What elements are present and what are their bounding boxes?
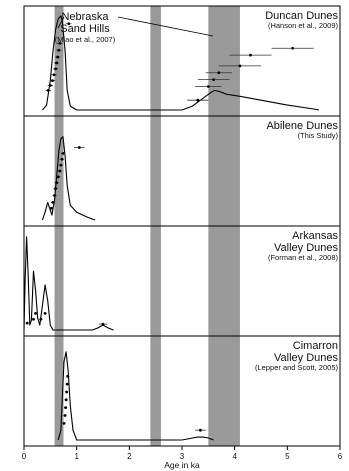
age-point bbox=[32, 317, 35, 321]
age-point bbox=[25, 321, 29, 325]
age-point bbox=[61, 151, 65, 155]
age-points bbox=[25, 22, 314, 432]
age-point bbox=[54, 67, 57, 71]
age-point bbox=[249, 53, 252, 57]
age-point bbox=[101, 322, 105, 326]
density-curve-panel-2 bbox=[41, 136, 96, 221]
density-curve-panel-3 bbox=[23, 236, 114, 331]
x-tick-label: 2 bbox=[127, 452, 132, 461]
panel-citation: (This Study) bbox=[298, 131, 339, 140]
age-point bbox=[49, 206, 53, 210]
x-tick-label: 3 bbox=[180, 452, 185, 461]
panel-title-line: Arkansas bbox=[292, 230, 338, 242]
age-point bbox=[46, 89, 50, 92]
age-point bbox=[43, 311, 47, 315]
x-tick-label: 5 bbox=[285, 452, 290, 461]
x-tick-label: 0 bbox=[22, 452, 27, 461]
age-point bbox=[57, 48, 61, 52]
age-point bbox=[199, 428, 202, 432]
density-curves bbox=[23, 15, 320, 441]
age-point bbox=[56, 175, 60, 179]
age-point bbox=[51, 200, 55, 204]
panel-citation: (Lepper and Scott, 2005) bbox=[255, 363, 338, 372]
age-point bbox=[206, 85, 210, 88]
age-point bbox=[63, 414, 67, 417]
age-point bbox=[56, 55, 60, 59]
panel-title-line: Valley Dunes bbox=[274, 352, 338, 364]
age-point bbox=[217, 71, 221, 75]
age-point bbox=[238, 64, 242, 68]
panel-citation: (Hanson et al., 2009) bbox=[268, 21, 339, 30]
age-point bbox=[60, 157, 64, 161]
callout-leader-1 bbox=[57, 16, 65, 29]
age-point bbox=[51, 79, 54, 82]
x-tick-label: 1 bbox=[74, 452, 79, 461]
age-point bbox=[52, 73, 56, 77]
age-point bbox=[67, 22, 71, 26]
age-point bbox=[58, 169, 62, 173]
age-point bbox=[65, 382, 69, 386]
age-point bbox=[55, 61, 59, 65]
age-point bbox=[65, 390, 69, 394]
age-point bbox=[64, 406, 68, 410]
age-point bbox=[66, 374, 70, 378]
panel-title-line: Duncan Dunes bbox=[265, 10, 338, 22]
x-tick-label: 6 bbox=[338, 452, 343, 461]
panel-title-line: Valley Dunes bbox=[274, 242, 338, 254]
age-point bbox=[59, 163, 63, 167]
age-point bbox=[48, 84, 52, 87]
callout-leader-2 bbox=[117, 16, 214, 37]
callout-title-line: Nebraska bbox=[61, 11, 109, 23]
density-curve-panel-4 bbox=[57, 351, 214, 441]
x-axis: 0 1 2 3 4 5 6 Age in ka bbox=[22, 446, 343, 470]
x-axis-label: Age in ka bbox=[164, 460, 200, 470]
age-point bbox=[212, 78, 216, 82]
age-point bbox=[64, 398, 68, 402]
panel-title-line: Cimarron bbox=[293, 340, 338, 352]
panel-citation: (Forman et al., 2008) bbox=[268, 253, 339, 262]
age-point bbox=[77, 146, 81, 149]
panel-labels: Duncan Dunes(Hanson et al., 2009) Abilene… bbox=[55, 10, 339, 372]
density-curve-panel-1 bbox=[41, 15, 320, 111]
age-point bbox=[196, 98, 200, 102]
panel-title-line: Abilene Dunes bbox=[266, 120, 338, 132]
callout-title-line: Sand Hills bbox=[60, 23, 110, 35]
plot-frame bbox=[23, 5, 341, 447]
age-point bbox=[62, 421, 66, 425]
age-point bbox=[34, 311, 37, 315]
age-point bbox=[53, 194, 56, 197]
callout-citation: (Miao et al., 2007) bbox=[55, 35, 116, 44]
age-point bbox=[58, 41, 62, 45]
age-point bbox=[39, 317, 43, 321]
age-point bbox=[54, 187, 57, 191]
age-point bbox=[291, 46, 294, 50]
age-point bbox=[55, 181, 59, 185]
x-tick-label: 4 bbox=[232, 452, 237, 461]
